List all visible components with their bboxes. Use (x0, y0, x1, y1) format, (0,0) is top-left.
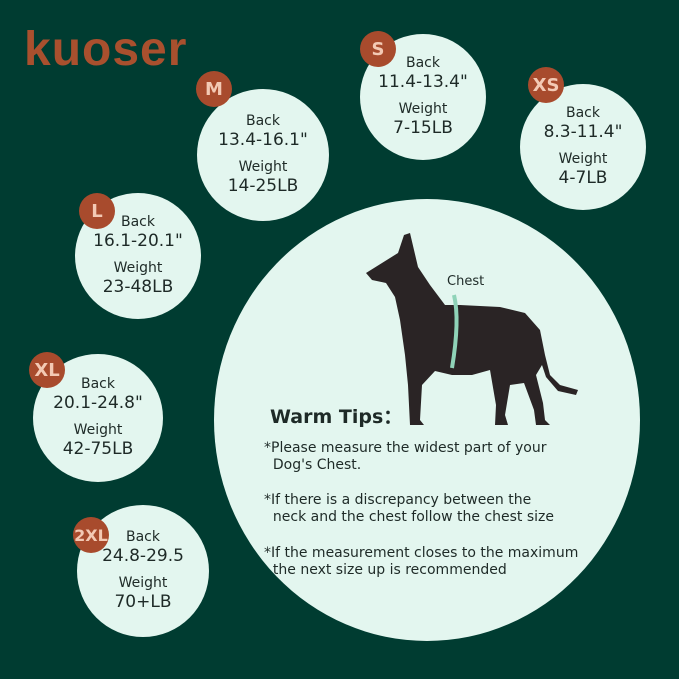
weight-value: 70+LB (114, 592, 172, 612)
size-badge-s: S (360, 31, 396, 67)
back-label: Back (246, 113, 280, 129)
size-badge-m: M (196, 71, 232, 107)
back-label: Back (406, 55, 440, 71)
back-value: 16.1-20.1" (93, 231, 183, 251)
chest-measure-line (450, 294, 459, 369)
back-label: Back (566, 105, 600, 121)
back-label: Back (126, 529, 160, 545)
back-value: 13.4-16.1" (218, 130, 308, 150)
dog-silhouette-icon (366, 233, 578, 425)
weight-label: Weight (73, 422, 123, 438)
back-value: 20.1-24.8" (53, 393, 143, 413)
warm-tips-title: Warm Tips： (270, 406, 403, 428)
weight-label: Weight (398, 101, 448, 117)
measurement-panel (214, 199, 640, 641)
size-badge-2xl: 2XL (73, 517, 109, 553)
back-value: 11.4-13.4" (378, 72, 468, 92)
tip-item: *If the measurement closes to the maximu… (264, 545, 579, 578)
size-card-m: Back 13.4-16.1" Weight 14-25LB (197, 89, 329, 221)
tip-item: *If there is a discrepancy between the n… (264, 492, 555, 525)
size-badge-l: L (79, 193, 115, 229)
size-badge-xs: XS (528, 67, 564, 103)
tip-item: *Please measure the widest part of your … (264, 440, 547, 473)
chest-label: Chest (447, 274, 485, 289)
size-card-xs: Back 8.3-11.4" Weight 4-7LB (520, 84, 646, 210)
weight-value: 4-7LB (558, 168, 608, 188)
back-value: 8.3-11.4" (543, 122, 623, 142)
weight-value: 42-75LB (62, 439, 134, 459)
weight-label: Weight (118, 575, 168, 591)
back-label: Back (81, 376, 115, 392)
weight-value: 7-15LB (393, 118, 453, 138)
weight-label: Weight (238, 159, 288, 175)
weight-value: 23-48LB (102, 277, 174, 297)
weight-label: Weight (113, 260, 163, 276)
back-value: 24.8-29.5 (102, 546, 184, 566)
weight-label: Weight (558, 151, 608, 167)
back-label: Back (121, 214, 155, 230)
size-badge-xl: XL (29, 352, 65, 388)
brand-logo: kuoser (24, 23, 188, 76)
weight-value: 14-25LB (227, 176, 299, 196)
size-card-xl: Back 20.1-24.8" Weight 42-75LB (33, 354, 163, 482)
